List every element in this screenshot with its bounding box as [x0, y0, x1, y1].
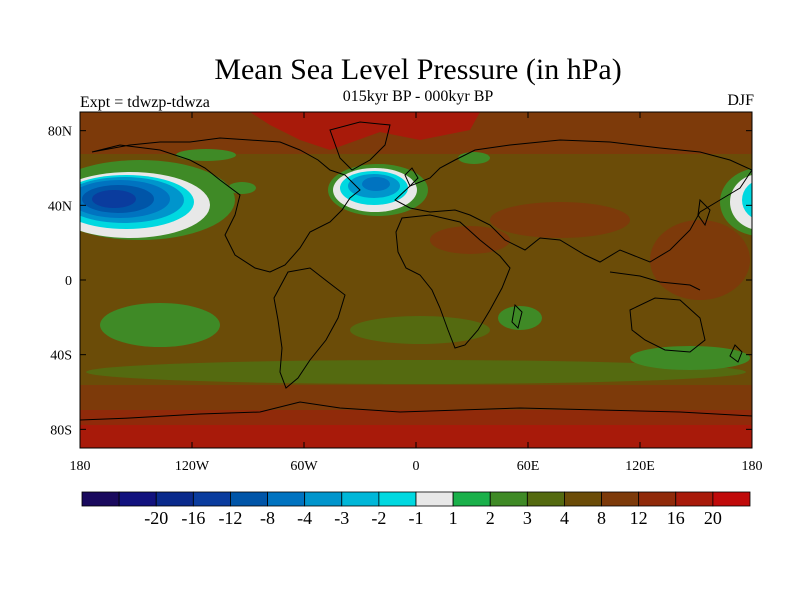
map-subtitle: 015kyr BP - 000kyr BP [342, 88, 494, 105]
field-green-barents [458, 152, 490, 164]
field-green-south-atlantic [350, 316, 490, 344]
field-green-south-pacific [100, 303, 220, 347]
coast-greenland [329, 121, 391, 171]
colorbar-label: -2 [371, 508, 386, 528]
colorbar-label: 20 [704, 508, 722, 528]
low-east-cyan [742, 182, 752, 218]
colorbar-swatch [267, 491, 306, 507]
coast-antarctica [80, 401, 752, 421]
colorbar-swatch [378, 491, 417, 507]
colorbar-swatch [341, 491, 380, 507]
coast-australia [629, 297, 706, 353]
x-tick-label: 180 [70, 459, 91, 474]
coastlines [80, 121, 752, 421]
field-green-south-east [630, 346, 750, 370]
colorbar: -20 -16 -12 -8 -4 -3 -2 -1 1 2 3 4 8 12 16 20 [81, 491, 751, 528]
colorbar-swatch [415, 491, 454, 507]
colorbar-label: 1 [449, 508, 458, 528]
x-tick-label: 0 [413, 459, 420, 474]
map-title: Mean Sea Level Pressure (in hPa) [214, 53, 622, 86]
colorbar-label: -1 [409, 508, 424, 528]
colorbar-label: -20 [144, 508, 168, 528]
coast-indonesia [609, 271, 701, 291]
colorbar-swatch [638, 491, 677, 507]
colorbar-swatch [526, 491, 565, 507]
coast-south-america [273, 267, 346, 389]
colorbar-swatch [155, 491, 194, 507]
y-tick-label: 80N [48, 125, 72, 140]
colorbar-label: 2 [486, 508, 495, 528]
axis-labels: 180 120W 60W 0 60E 120E 180 80N 40N 0 40S 80S [48, 125, 763, 474]
field-patch-africa [430, 226, 510, 254]
x-tick-label: 120E [625, 459, 655, 474]
colorbar-swatch [230, 491, 268, 507]
low-npacific-core [92, 190, 136, 208]
season-label: DJF [727, 92, 754, 109]
colorbar-label: -3 [334, 508, 349, 528]
coast-africa [395, 214, 511, 349]
colorbar-label: 8 [597, 508, 606, 528]
pressure-field [80, 112, 776, 448]
colorbar-swatch [452, 491, 491, 507]
coast-north-america [91, 137, 361, 273]
colorbar-label: -8 [260, 508, 275, 528]
x-tick-label: 180 [742, 459, 763, 474]
colorbar-swatch [81, 491, 120, 507]
field-green-arctic [176, 149, 236, 161]
colorbar-label: -16 [181, 508, 205, 528]
colorbar-swatch [564, 491, 602, 507]
field-green-south-band [86, 360, 746, 384]
y-tick-label: 40N [48, 199, 72, 214]
y-tick-label: 0 [65, 274, 72, 289]
x-tick-label: 120W [175, 459, 210, 474]
axis-ticks [79, 112, 753, 448]
colorbar-swatch [675, 491, 714, 507]
low-east-blue [752, 187, 776, 213]
coast-eurasia [394, 139, 752, 263]
field-antarctic-high [80, 425, 752, 448]
y-tick-label: 80S [50, 423, 72, 438]
colorbar-swatch [192, 491, 231, 507]
low-east-white [730, 175, 752, 229]
coast-new-zealand [729, 344, 743, 363]
colorbar-label: 16 [667, 508, 685, 528]
experiment-label: Expt = tdwzp-tdwza [80, 94, 210, 111]
colorbar-swatch [712, 491, 751, 507]
coast-uk [404, 167, 419, 187]
x-tick-label: 60E [517, 459, 540, 474]
colorbar-label: 4 [560, 508, 569, 528]
low-natlantic-core [362, 177, 390, 191]
field-patch-pacific [650, 220, 750, 300]
colorbar-label: 12 [630, 508, 648, 528]
colorbar-label: -12 [218, 508, 242, 528]
field-patch-asia [490, 202, 630, 238]
colorbar-swatch [304, 491, 343, 507]
field-green-hudson [228, 182, 256, 194]
y-tick-label: 40S [50, 349, 72, 364]
coast-japan [697, 198, 711, 227]
colorbar-swatch [489, 491, 528, 507]
coast-madagascar [511, 303, 523, 329]
colorbar-label: -4 [297, 508, 312, 528]
x-tick-label: 60W [290, 459, 318, 474]
colorbar-swatch [118, 491, 157, 507]
field-arctic-high [250, 112, 480, 150]
colorbar-swatch [601, 491, 640, 507]
colorbar-label: 3 [523, 508, 532, 528]
